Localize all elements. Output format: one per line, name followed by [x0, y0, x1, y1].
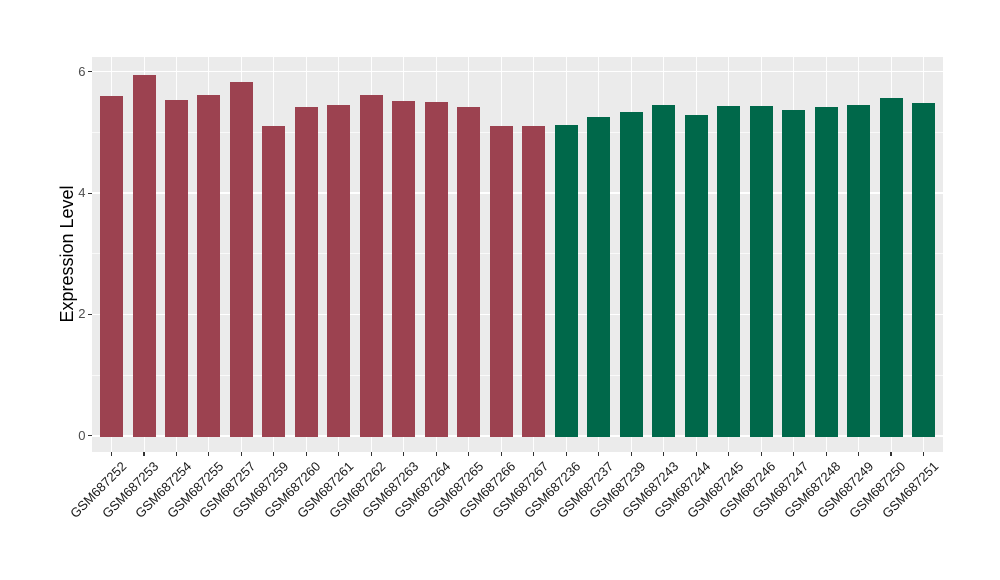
x-axis-tick [825, 451, 827, 456]
x-axis-tick [305, 451, 307, 456]
bar-GSM687249 [847, 105, 870, 437]
x-axis-tick [760, 451, 762, 456]
x-axis-tick [728, 451, 730, 456]
bar-GSM687255 [197, 94, 221, 437]
x-axis-tick [533, 451, 535, 456]
bar-GSM687257 [229, 81, 253, 437]
x-axis-tick [273, 451, 275, 456]
bar-GSM687262 [359, 95, 383, 437]
x-axis-tick [110, 451, 113, 456]
x-axis-tick [370, 451, 372, 456]
y-tick-label: 6 [78, 63, 86, 79]
x-axis-tick [208, 451, 210, 456]
y-tick-label: 2 [78, 306, 86, 322]
bar-GSM687243 [652, 105, 676, 437]
bar-GSM687263 [392, 100, 416, 437]
bar-GSM687266 [489, 126, 513, 437]
bar-GSM687248 [814, 107, 838, 437]
y-axis-title: Expression Level [57, 185, 77, 323]
y-axis-tick [87, 192, 92, 194]
x-axis-tick [922, 451, 925, 456]
x-axis-tick [403, 451, 405, 456]
bar-GSM687251 [912, 102, 935, 437]
minor-gridline [92, 253, 943, 255]
bar-GSM687260 [294, 106, 318, 437]
x-axis-tick [565, 451, 567, 456]
bar-GSM687252 [100, 95, 123, 437]
bar-GSM687265 [457, 107, 481, 437]
bar-GSM687254 [165, 100, 188, 437]
major-gridline [92, 192, 943, 194]
bar-GSM687239 [619, 112, 643, 437]
x-axis-tick [338, 451, 340, 456]
x-axis-tick [175, 451, 178, 456]
bar-GSM687245 [717, 105, 741, 437]
x-axis-tick [793, 451, 795, 456]
x-axis-tick [468, 451, 470, 456]
x-axis-tick [890, 451, 892, 456]
bar-GSM687244 [684, 115, 708, 437]
bar-GSM687261 [327, 105, 351, 437]
y-tick-label: 4 [78, 185, 86, 200]
bar-GSM687247 [782, 109, 806, 437]
x-axis-tick [435, 451, 437, 456]
y-axis-tick [87, 313, 92, 316]
bar-GSM687259 [262, 126, 286, 437]
x-axis-tick [857, 451, 860, 456]
y-tick-label: 0 [78, 427, 86, 443]
bar-GSM687236 [554, 125, 578, 437]
bar-GSM687253 [132, 74, 156, 437]
bar-GSM687264 [424, 101, 448, 437]
major-gridline [92, 313, 943, 316]
bar-GSM687267 [522, 126, 546, 437]
bar-GSM687237 [587, 116, 611, 437]
y-axis-tick [87, 435, 92, 437]
y-axis-tick [87, 71, 92, 73]
x-axis-tick [695, 451, 697, 456]
x-axis-tick [143, 451, 145, 456]
x-axis-tick [240, 451, 242, 456]
minor-gridline [92, 131, 943, 133]
x-axis-tick [598, 451, 600, 456]
x-axis-tick [630, 451, 632, 456]
major-gridline [92, 70, 943, 73]
x-axis-tick [663, 451, 665, 456]
x-axis-tick [500, 451, 502, 456]
minor-gridline [92, 374, 943, 376]
bar-GSM687246 [749, 106, 773, 437]
bar-GSM687250 [879, 98, 903, 437]
major-gridline [92, 435, 943, 437]
